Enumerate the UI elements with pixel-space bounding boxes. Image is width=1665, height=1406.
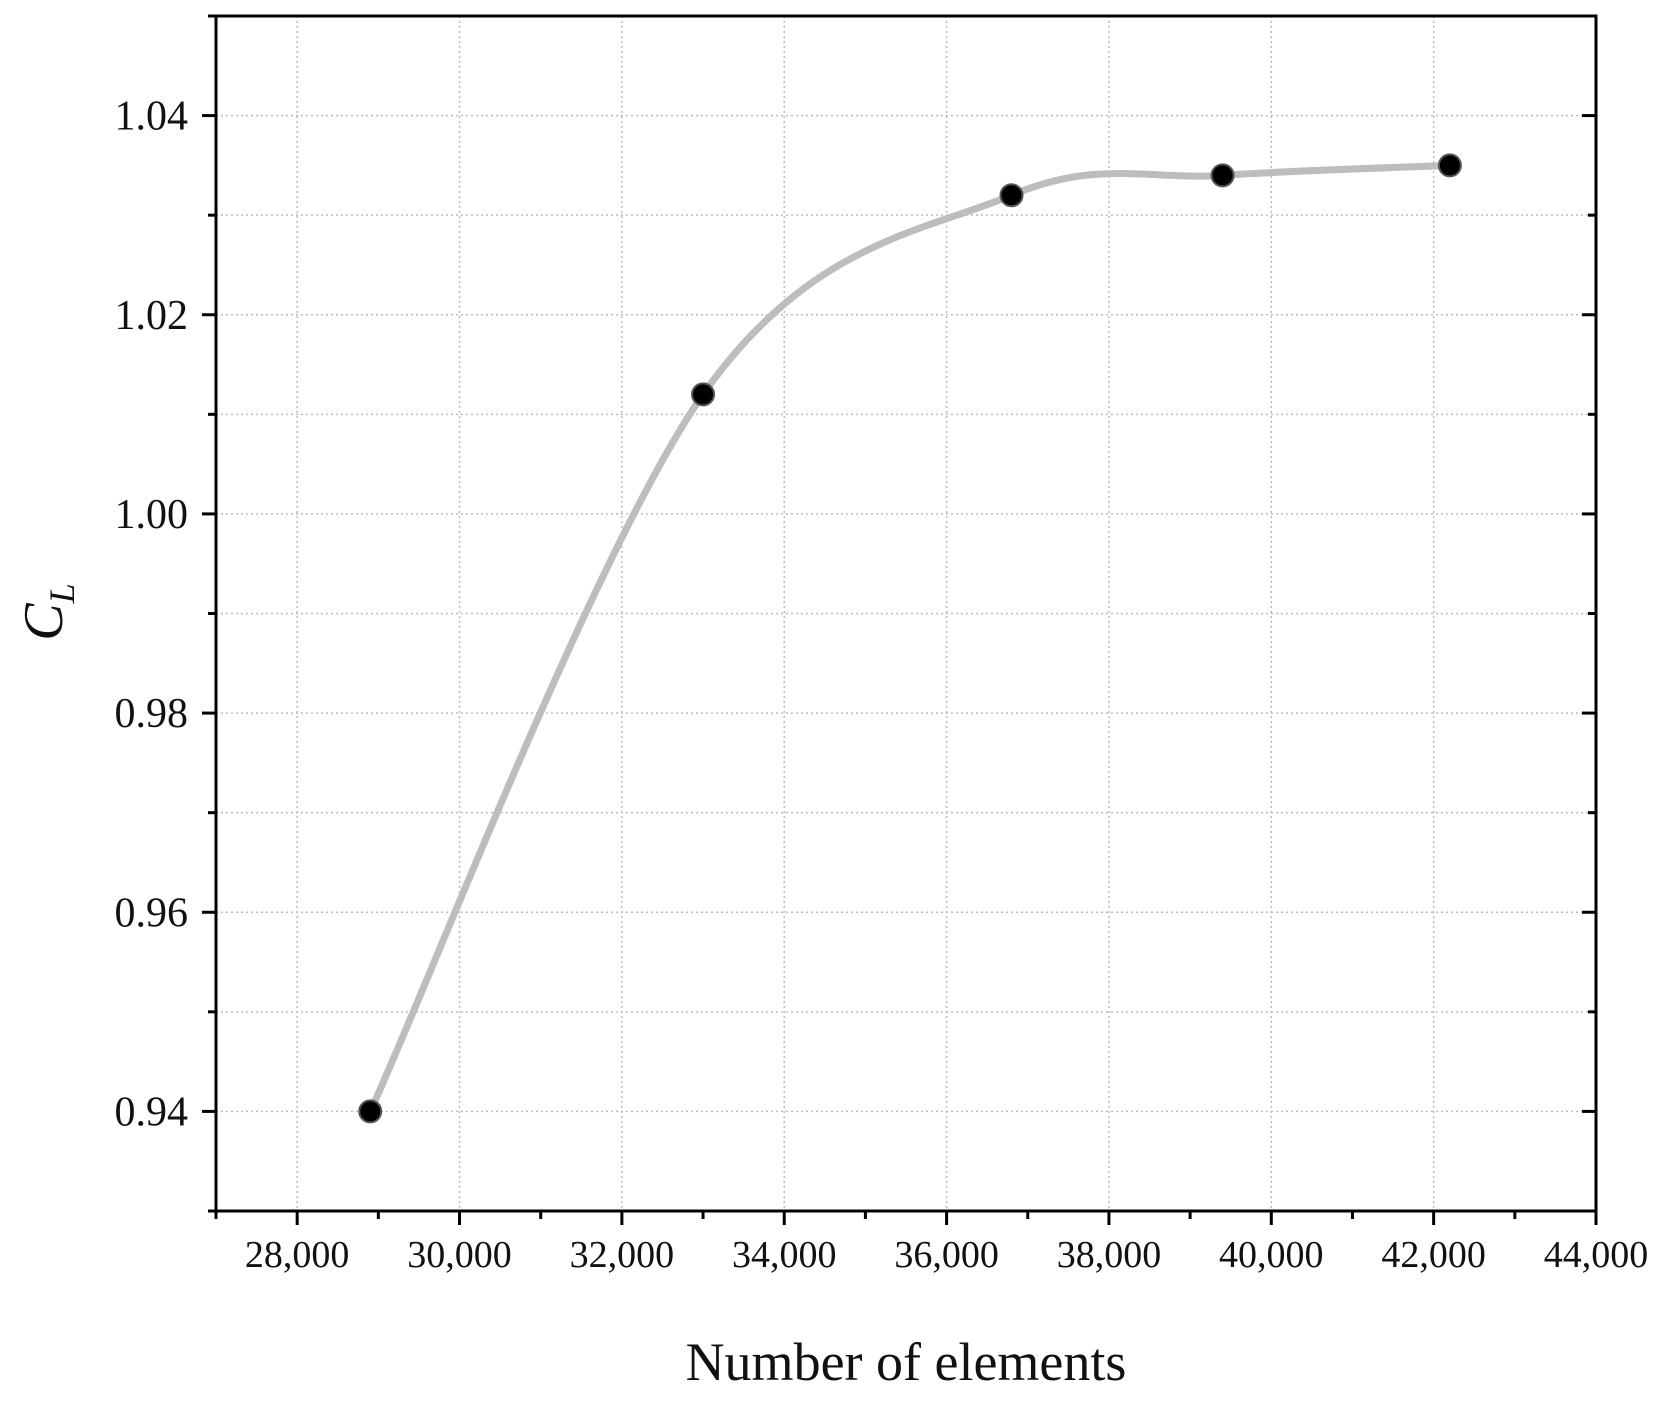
x-axis-title: Number of elements	[686, 1332, 1127, 1392]
y-tick-label: 1.00	[115, 492, 189, 538]
x-tick-label: 30,000	[407, 1234, 512, 1276]
x-tick-label: 44,000	[1544, 1234, 1649, 1276]
y-axis-title: CL	[13, 583, 82, 640]
y-axis-title-main: C	[13, 603, 75, 641]
x-tick-label: 32,000	[570, 1234, 675, 1276]
data-point	[1437, 153, 1462, 178]
y-tick-label: 0.94	[115, 1089, 189, 1135]
x-tick-label: 38,000	[1057, 1234, 1162, 1276]
data-point	[691, 382, 716, 407]
x-tick-label: 28,000	[245, 1234, 350, 1276]
y-tick-label: 0.96	[115, 890, 189, 936]
y-tick-label: 0.98	[115, 691, 189, 737]
y-tick-label: 1.04	[115, 94, 189, 140]
data-point	[358, 1099, 383, 1124]
x-tick-label: 36,000	[894, 1234, 999, 1276]
plot-frame	[214, 14, 1598, 1213]
series-line	[367, 161, 1451, 1113]
x-tick-label: 42,000	[1381, 1234, 1486, 1276]
x-tick-label: 34,000	[732, 1234, 837, 1276]
data-point	[999, 183, 1024, 208]
data-point	[1210, 163, 1235, 188]
y-tick-label: 1.02	[115, 293, 189, 339]
x-tick-label: 40,000	[1219, 1234, 1324, 1276]
y-axis-title-sub: L	[42, 583, 82, 604]
